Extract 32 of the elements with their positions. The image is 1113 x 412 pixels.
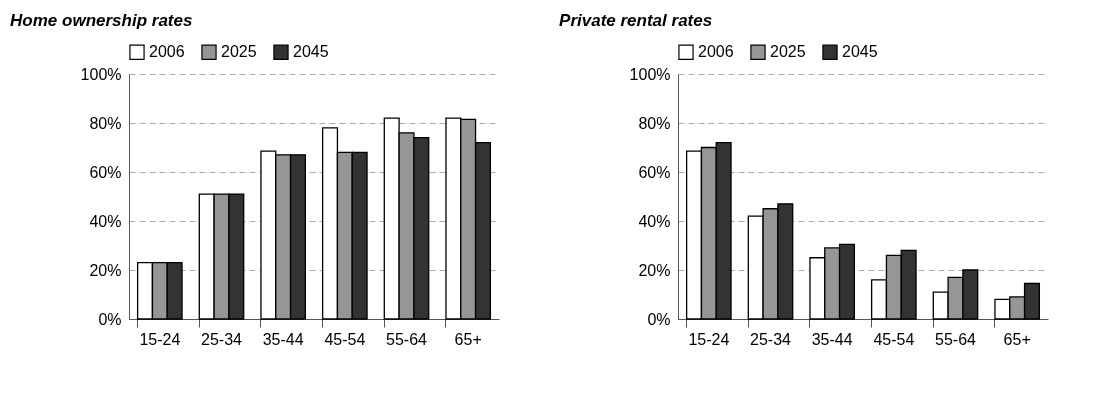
y-tick-label: 80% (638, 114, 671, 132)
y-tick-label: 0% (647, 310, 671, 328)
x-tick-label: 15-24 (688, 330, 730, 348)
x-tick-label: 25-34 (750, 330, 792, 348)
x-tick-label: 45-54 (873, 330, 915, 348)
y-tick-label: 40% (89, 212, 122, 230)
chart-title: Home ownership rates (10, 11, 193, 30)
legend-label: 2045 (293, 43, 329, 61)
y-tick-label: 20% (89, 261, 122, 279)
y-tick-label: 60% (638, 163, 671, 181)
y-tick-label: 60% (89, 163, 122, 181)
y-tick-label: 0% (98, 310, 122, 328)
x-tick-label: 65+ (1003, 330, 1031, 348)
chart-title: Private rental rates (559, 11, 713, 30)
y-tick-label: 100% (80, 65, 122, 83)
y-tick-label: 100% (629, 65, 671, 83)
x-tick-label: 65+ (454, 330, 482, 348)
legend-label: 2006 (149, 43, 185, 61)
legend-label: 2045 (842, 43, 878, 61)
x-tick-label: 55-64 (935, 330, 977, 348)
legend-label: 2006 (698, 43, 734, 61)
x-tick-label: 45-54 (324, 330, 366, 348)
x-tick-label: 15-24 (139, 330, 181, 348)
x-tick-label: 25-34 (201, 330, 243, 348)
legend-label: 2025 (221, 43, 257, 61)
y-tick-label: 40% (638, 212, 671, 230)
y-tick-label: 80% (89, 114, 122, 132)
x-tick-label: 55-64 (386, 330, 428, 348)
x-tick-label: 35-44 (262, 330, 304, 348)
x-tick-label: 35-44 (811, 330, 853, 348)
legend-label: 2025 (770, 43, 806, 61)
y-tick-label: 20% (638, 261, 671, 279)
